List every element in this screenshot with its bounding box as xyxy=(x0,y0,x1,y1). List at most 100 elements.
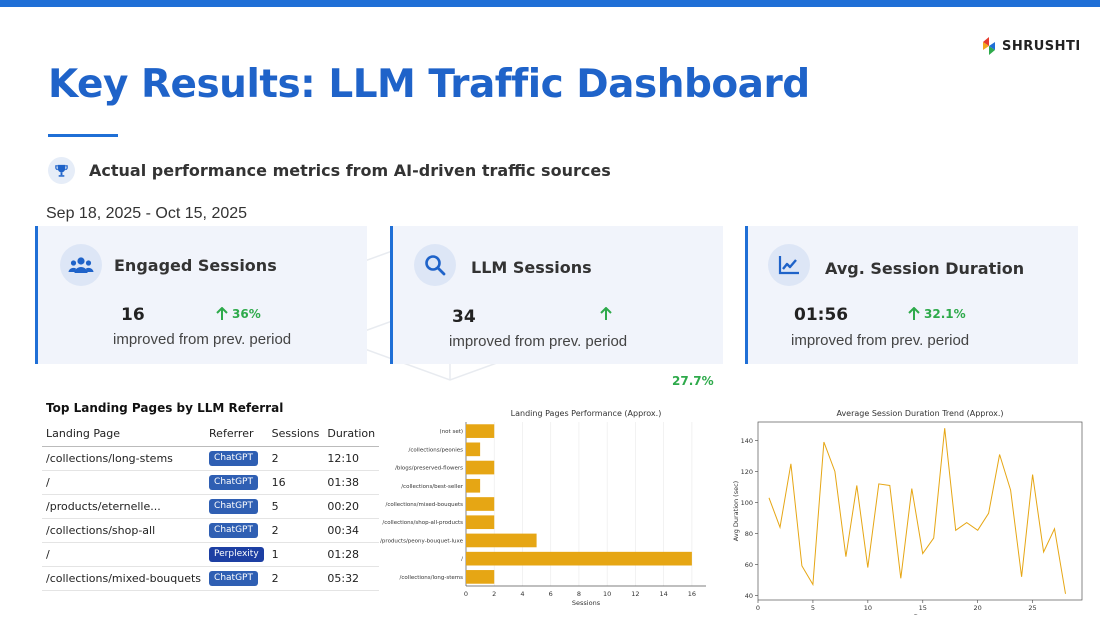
y-tick-label: 100 xyxy=(741,499,753,507)
floating-change-value: 27.7% xyxy=(672,374,714,388)
y-tick-label: /collections/shop-all-products xyxy=(382,520,463,526)
card-title: LLM Sessions xyxy=(471,258,592,277)
referrer-badge: ChatGPT xyxy=(209,499,258,514)
line-chart-icon xyxy=(768,244,810,286)
title-underline xyxy=(48,134,118,137)
x-tick-label: 12 xyxy=(631,590,639,598)
x-axis-label: Day xyxy=(914,613,927,615)
cell-duration: 01:28 xyxy=(323,542,380,567)
trophy-icon xyxy=(48,157,75,184)
metric-card-llm-sessions: LLM Sessions 34 improved from prev. peri… xyxy=(390,226,723,364)
referrer-badge: ChatGPT xyxy=(209,475,258,490)
column-header: Referrer xyxy=(205,422,268,447)
cell-landing-page: / xyxy=(42,542,206,567)
y-axis-label: Avg Duration (sec) xyxy=(732,481,740,541)
referrer-badge: ChatGPT xyxy=(209,571,258,586)
table-row: /products/eternelle... ChatGPT 5 00:20 xyxy=(42,494,380,519)
cell-sessions: 5 xyxy=(267,494,324,519)
page-title: Key Results: LLM Traffic Dashboard xyxy=(48,62,810,107)
table-header-row: Landing Page Referrer Sessions Duration xyxy=(42,422,380,447)
date-range: Sep 18, 2025 - Oct 15, 2025 xyxy=(46,205,248,222)
cell-duration: 01:38 xyxy=(323,470,380,495)
card-change xyxy=(600,307,616,321)
x-tick-label: 10 xyxy=(603,590,611,598)
bar xyxy=(466,442,481,457)
top-accent-bar xyxy=(0,0,1100,7)
y-tick-label: 60 xyxy=(745,561,753,569)
cell-duration: 00:20 xyxy=(323,494,380,519)
column-header: Duration xyxy=(323,422,380,447)
card-change-value: 32.1% xyxy=(924,307,966,321)
referrer-badge: ChatGPT xyxy=(209,451,258,466)
card-title: Engaged Sessions xyxy=(114,256,277,275)
metric-card-avg-session-duration: Avg. Session Duration 01:56 32.1% improv… xyxy=(745,226,1078,364)
shrushti-logo-icon xyxy=(983,37,995,55)
y-tick-label: /blogs/preserved-flowers xyxy=(395,466,463,472)
card-value: 34 xyxy=(452,307,476,327)
cell-sessions: 1 xyxy=(267,542,324,567)
bar xyxy=(466,478,481,493)
x-tick-label: 0 xyxy=(464,590,468,598)
x-axis-label: Sessions xyxy=(572,599,601,607)
chart-title: Average Session Duration Trend (Approx.) xyxy=(836,409,1003,418)
landing-pages-bar-chart: Landing Pages Performance (Approx.) 0 2 4 6 8… xyxy=(380,409,706,607)
bar xyxy=(466,424,495,438)
cell-duration: 05:32 xyxy=(323,566,380,591)
chart-title: Landing Pages Performance (Approx.) xyxy=(511,409,662,418)
table-title: Top Landing Pages by LLM Referral xyxy=(46,401,284,415)
cell-sessions: 2 xyxy=(267,518,324,543)
bar xyxy=(466,570,495,584)
cell-landing-page: /collections/mixed-bouquets xyxy=(42,566,206,591)
x-tick-label: 14 xyxy=(660,590,668,598)
table-row: /collections/mixed-bouquets ChatGPT 2 05… xyxy=(42,566,380,591)
cell-duration: 12:10 xyxy=(323,446,380,471)
brand-name: SHRUSHTI xyxy=(1002,38,1081,54)
y-tick-label: /collections/mixed-bouquets xyxy=(385,502,463,508)
card-note: improved from prev. period xyxy=(791,332,970,349)
bar xyxy=(466,533,537,548)
card-note: improved from prev. period xyxy=(113,331,292,348)
cell-duration: 00:34 xyxy=(323,518,380,543)
bar xyxy=(466,460,495,475)
arrow-up-icon xyxy=(216,307,228,320)
arrow-up-icon xyxy=(908,307,920,320)
brand-logo: SHRUSHTI xyxy=(980,36,1081,56)
y-tick-label: /products/peony-bouquet-luxe xyxy=(380,538,464,544)
x-tick-label: 20 xyxy=(974,604,982,612)
search-icon xyxy=(414,244,456,286)
table-row: / ChatGPT 16 01:38 xyxy=(42,470,380,495)
page-subtitle: Actual performance metrics from AI-drive… xyxy=(89,161,611,180)
y-tick-label: 40 xyxy=(745,592,753,600)
card-value: 16 xyxy=(121,305,145,325)
y-tick-label: /collections/peonies xyxy=(409,447,464,453)
x-tick-label: 8 xyxy=(577,590,581,598)
card-value: 01:56 xyxy=(794,305,849,325)
bar xyxy=(466,551,692,566)
referrer-badge: ChatGPT xyxy=(209,523,258,538)
cell-sessions: 2 xyxy=(267,566,324,591)
table-row: /collections/long-stems ChatGPT 2 12:10 xyxy=(42,446,380,471)
cell-landing-page: /products/eternelle... xyxy=(42,494,206,519)
column-header: Sessions xyxy=(267,422,324,447)
cell-sessions: 2 xyxy=(267,446,324,471)
cell-landing-page: /collections/shop-all xyxy=(42,518,206,543)
metric-card-engaged-sessions: Engaged Sessions 16 36% improved from pr… xyxy=(35,226,367,364)
y-tick-label: / xyxy=(461,557,463,563)
x-tick-label: 2 xyxy=(492,590,496,598)
x-tick-label: 25 xyxy=(1028,604,1036,612)
table-row: / Perplexity 1 01:28 xyxy=(42,542,380,567)
table-row: /collections/shop-all ChatGPT 2 00:34 xyxy=(42,518,380,543)
series-line xyxy=(768,428,1066,594)
cell-landing-page: / xyxy=(42,470,206,495)
card-title: Avg. Session Duration xyxy=(825,259,1025,278)
y-tick-label: /collections/best-seller xyxy=(401,484,464,490)
y-tick-label: 120 xyxy=(741,468,753,476)
bar xyxy=(466,497,495,511)
y-tick-label: 140 xyxy=(741,437,753,445)
cell-sessions: 16 xyxy=(267,470,324,495)
x-tick-label: 0 xyxy=(756,604,760,612)
card-change: 32.1% xyxy=(908,307,966,321)
users-icon xyxy=(60,244,102,286)
referrer-badge: Perplexity xyxy=(209,547,264,562)
avg-duration-line-chart: Average Session Duration Trend (Approx.)… xyxy=(732,409,1083,615)
